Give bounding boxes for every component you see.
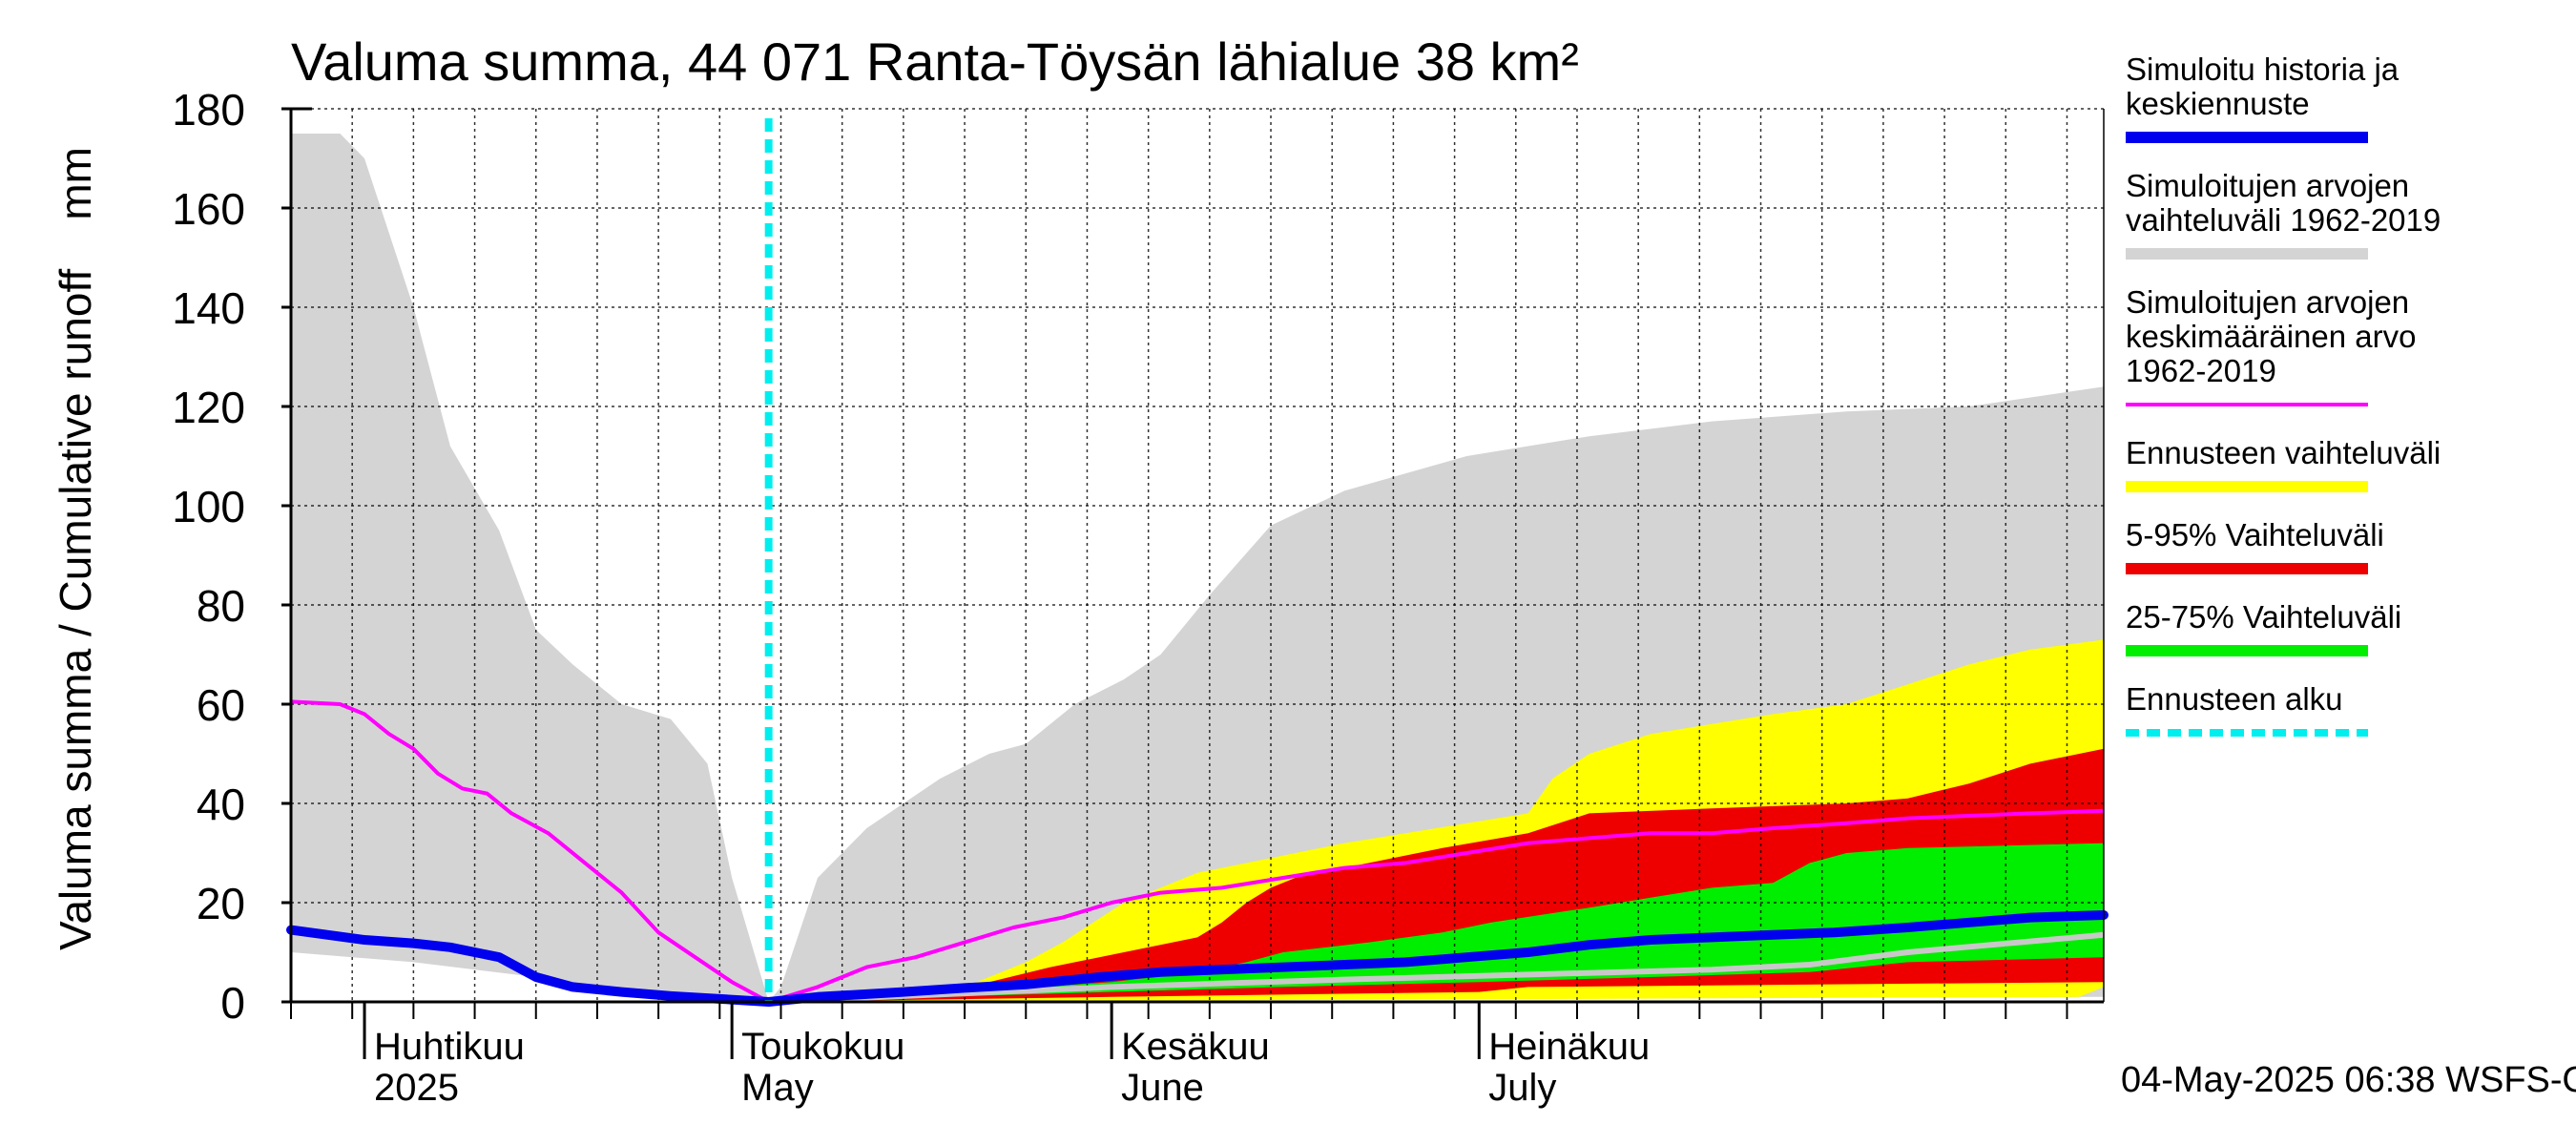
legend-label: Simuloitujen arvojen — [2126, 284, 2409, 320]
y-tick-label: 120 — [172, 383, 245, 432]
legend-label: vaihteluväli 1962-2019 — [2126, 202, 2441, 238]
history-forecast-line — [286, 910, 2109, 1007]
month-label-en: July — [1488, 1067, 1556, 1109]
sim-mean-line — [290, 699, 2105, 1004]
y-tick-label: 160 — [172, 184, 245, 234]
legend-label: Ennusteen vaihteluväli — [2126, 435, 2441, 470]
y-tick-label: 20 — [197, 879, 245, 928]
legend-label: 5-95% Vaihteluväli — [2126, 517, 2384, 552]
legend-label: Simuloitujen arvojen — [2126, 168, 2409, 203]
forecast-median-line — [768, 931, 2105, 1005]
y-tick-label: 40 — [197, 780, 245, 829]
month-label-en: May — [741, 1067, 814, 1109]
y-tick-label: 0 — [220, 978, 245, 1028]
month-label-fi: Toukokuu — [741, 1026, 904, 1068]
y-tick-label: 100 — [172, 482, 245, 531]
legend-label: keskimääräinen arvo — [2126, 319, 2416, 354]
chart-title: Valuma summa, 44 071 Ranta-Töysän lähial… — [291, 31, 1579, 92]
month-label-en: 2025 — [374, 1067, 459, 1109]
month-label-fi: Kesäkuu — [1121, 1026, 1270, 1068]
y-tick-label: 60 — [197, 680, 245, 730]
month-label-en: June — [1121, 1067, 1204, 1109]
legend-label: 1962-2019 — [2126, 353, 2276, 388]
y-tick-label: 180 — [172, 85, 245, 135]
month-label-fi: Huhtikuu — [374, 1026, 525, 1068]
legend-label: keskiennuste — [2126, 86, 2310, 121]
y-tick-label: 140 — [172, 283, 245, 333]
footer-timestamp: 04-May-2025 06:38 WSFS-O — [2121, 1060, 2576, 1100]
legend-label: Ennusteen alku — [2126, 681, 2343, 717]
legend-label: 25-75% Vaihteluväli — [2126, 599, 2401, 635]
y-axis-label: Valuma summa / Cumulative runoff mm — [51, 147, 100, 950]
month-label-fi: Heinäkuu — [1488, 1026, 1650, 1068]
legend-label: Simuloitu historia ja — [2126, 52, 2399, 87]
y-tick-label: 80 — [197, 581, 245, 631]
p25-75-band — [768, 843, 2105, 1002]
grid — [291, 108, 2104, 1002]
